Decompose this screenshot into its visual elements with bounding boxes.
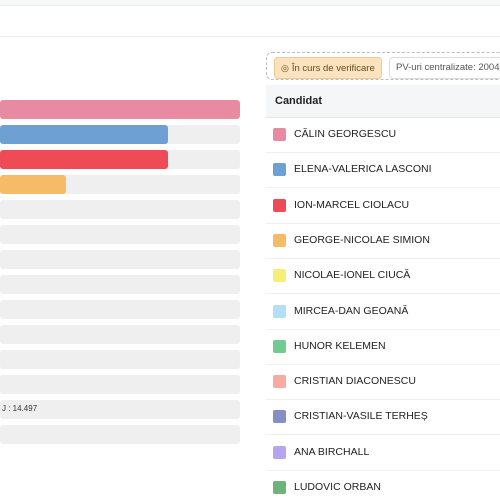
candidate-column-header: Candidat xyxy=(275,95,323,107)
result-bar-label: J : 14.497 xyxy=(2,404,38,413)
candidate-row[interactable]: CRISTIAN-VASILE TERHEȘ xyxy=(266,399,500,436)
clock-icon: ◎ xyxy=(281,63,289,73)
verifying-status-label: În curs de verificare xyxy=(291,63,375,74)
result-bar-fill xyxy=(0,175,66,194)
candidate-color-swatch xyxy=(273,163,286,177)
result-bar xyxy=(0,175,240,194)
candidate-name: ION-MARCEL CIOLACU xyxy=(294,198,410,211)
candidate-name: HUNOR KELEMEN xyxy=(294,339,386,352)
candidate-row[interactable]: ANA BIRCHALL xyxy=(266,435,500,471)
result-bar-fill xyxy=(0,125,168,144)
candidate-color-swatch xyxy=(273,233,286,247)
candidate-row[interactable]: ION-MARCEL CIOLACU xyxy=(266,188,500,224)
candidate-name: CRISTIAN-VASILE TERHEȘ xyxy=(294,410,428,423)
result-bar xyxy=(0,100,240,119)
result-bar xyxy=(0,375,240,394)
result-bar-fill xyxy=(0,100,240,119)
candidate-color-swatch xyxy=(273,375,286,389)
candidate-row[interactable]: NICOLAE-IONEL CIUCĂ xyxy=(266,258,500,295)
header-divider xyxy=(0,36,500,37)
result-bar xyxy=(0,250,240,269)
candidate-name: ANA BIRCHALL xyxy=(294,445,370,458)
top-bar xyxy=(0,0,500,6)
result-bar xyxy=(0,225,240,244)
result-bar-fill xyxy=(0,150,168,169)
result-bar xyxy=(0,350,240,369)
result-bar xyxy=(0,200,240,219)
candidates-table-header: Candidat xyxy=(266,85,500,118)
candidate-name: LUDOVIC ORBAN xyxy=(294,481,381,493)
candidate-name: MIRCEA-DAN GEOANĂ xyxy=(294,304,409,317)
status-filter-bar: ◎ În curs de verificare PV-uri centraliza… xyxy=(266,52,500,80)
candidate-row[interactable]: HUNOR KELEMEN xyxy=(266,329,500,365)
candidate-color-swatch xyxy=(273,410,286,424)
candidate-row[interactable]: CĂLIN GEORGESCU xyxy=(266,117,500,153)
result-bar xyxy=(0,425,240,444)
candidate-row[interactable]: GEORGE-NICOLAE SIMION xyxy=(266,223,500,259)
candidate-color-swatch xyxy=(273,198,286,212)
candidate-color-swatch xyxy=(273,304,286,318)
candidate-name: CRISTIAN DIACONESCU xyxy=(294,375,416,388)
result-bar xyxy=(0,125,240,144)
candidate-name: NICOLAE-IONEL CIUCĂ xyxy=(294,269,411,282)
candidate-color-swatch xyxy=(273,128,286,141)
result-bar xyxy=(0,150,240,169)
candidate-row[interactable]: MIRCEA-DAN GEOANĂ xyxy=(266,294,500,330)
candidate-name: ELENA-VALERICA LASCONI xyxy=(294,163,432,176)
candidate-color-swatch xyxy=(273,445,286,459)
result-bar xyxy=(0,300,240,319)
result-bar: J : 14.497 xyxy=(0,400,240,419)
candidate-color-swatch xyxy=(273,269,286,283)
result-bar xyxy=(0,325,240,344)
candidate-row[interactable]: CRISTIAN DIACONESCU xyxy=(266,364,500,401)
candidate-row[interactable]: LUDOVIC ORBAN xyxy=(266,470,500,500)
candidate-color-swatch xyxy=(273,339,286,353)
result-bar xyxy=(0,275,240,294)
pv-count-badge[interactable]: PV-uri centralizate: 2004 xyxy=(389,57,500,79)
candidate-row[interactable]: ELENA-VALERICA LASCONI xyxy=(266,152,500,189)
candidate-name: CĂLIN GEORGESCU xyxy=(294,128,397,140)
candidate-color-swatch xyxy=(273,481,286,494)
verifying-status-badge[interactable]: ◎ În curs de verificare xyxy=(274,57,382,79)
candidates-panel: ◎ În curs de verificare PV-uri centraliza… xyxy=(266,52,500,500)
candidate-name: GEORGE-NICOLAE SIMION xyxy=(294,233,430,246)
